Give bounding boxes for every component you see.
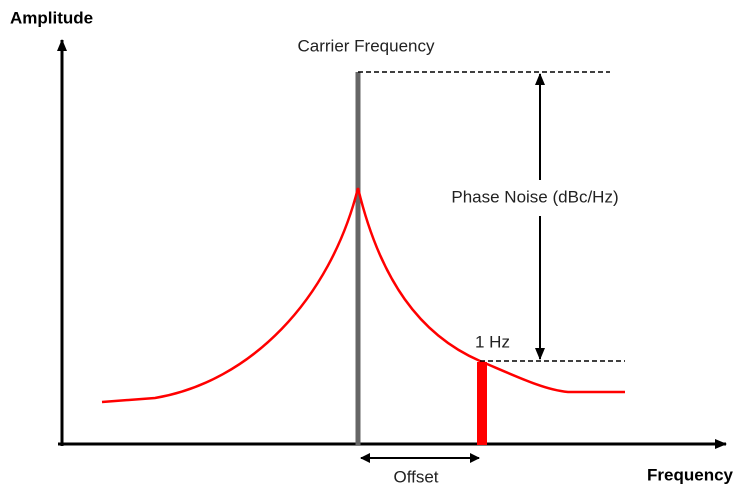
y-axis-label: Amplitude <box>10 8 93 27</box>
noise-curve <box>101 187 625 404</box>
bandwidth-label: 1 Hz <box>475 332 510 351</box>
carrier-label: Carrier Frequency <box>298 36 435 55</box>
x-axis-label: Frequency <box>647 465 734 484</box>
phase-noise-label: Phase Noise (dBc/Hz) <box>451 187 618 206</box>
offset-label: Offset <box>393 467 438 486</box>
bandwidth-bar <box>477 362 487 445</box>
